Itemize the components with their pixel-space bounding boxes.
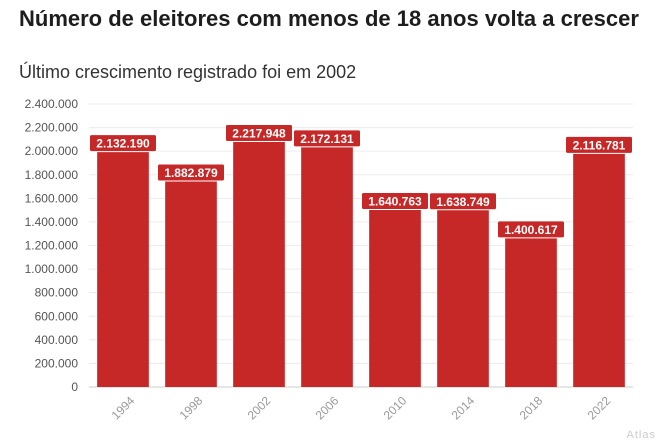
data-label: 2.132.190 [89,134,157,153]
y-tick-label: 200.000 [35,356,79,370]
data-label: 1.638.749 [429,192,497,211]
y-tick-label: 2.200.000 [25,121,79,135]
y-tick-label: 1.600.000 [25,191,79,205]
data-label-bg [157,163,225,182]
x-tick-label: 2018 [517,393,546,422]
data-label: 1.400.617 [497,220,565,239]
bar [233,125,285,387]
y-tick-label: 800.000 [35,286,79,300]
y-tick-label: 0 [71,380,78,394]
chart-subtitle: Último crescimento registrado foi em 200… [19,62,357,82]
data-label: 1.882.879 [157,163,225,182]
bar [369,193,421,387]
x-tick-label: 2014 [449,393,478,422]
data-label: 2.116.781 [565,135,633,154]
credit-text: Atlas [626,429,656,441]
data-label-text: 2.172.131 [300,132,354,146]
bar [437,193,489,387]
data-label-text: 1.640.763 [368,195,422,209]
y-tick-label: 600.000 [35,309,79,323]
y-tick-label: 1.200.000 [25,239,79,253]
bar [97,135,149,387]
data-label-text: 1.400.617 [504,223,558,237]
y-tick-label: 2.400.000 [25,97,79,111]
data-label-bg [89,134,157,153]
x-tick-label: 2010 [381,393,410,422]
y-tick-label: 1.800.000 [25,168,79,182]
data-label-bg [429,192,497,211]
data-label-text: 2.116.781 [573,138,626,152]
data-label: 1.640.763 [361,192,429,211]
x-tick-label: 2022 [585,393,614,422]
x-tick-label: 1994 [109,393,138,422]
x-tick-label: 2006 [313,393,342,422]
bar [573,137,625,387]
data-label-bg [225,123,293,142]
bar [301,130,353,387]
data-label-bg [293,129,361,148]
data-label-text: 2.132.190 [96,137,150,151]
y-tick-label: 1.000.000 [25,262,79,276]
x-tick-label: 2002 [245,393,274,422]
bar [165,164,217,387]
data-label-bg [565,135,633,154]
y-tick-label: 2.000.000 [25,144,79,158]
data-label-text: 2.217.948 [232,126,286,140]
data-label-text: 1.882.879 [164,166,218,180]
y-tick-label: 1.400.000 [25,215,79,229]
data-label-bg [497,220,565,239]
data-label: 2.217.948 [225,123,293,142]
x-axis: 1994 1998 2002 2006 2010 2014 2018 2022 [109,393,614,422]
data-labels: 2.132.190 1.882.879 2.217.948 2.172.131 1.64… [89,123,633,239]
y-tick-label: 400.000 [35,333,79,347]
data-label: 2.172.131 [293,129,361,148]
chart-title: Número de eleitores com menos de 18 anos… [19,6,639,31]
bars [97,125,625,387]
bar [505,221,557,387]
data-label-bg [361,192,429,211]
data-label-text: 1.638.749 [436,195,490,209]
x-tick-label: 1998 [177,393,206,422]
y-axis: 0 200.000 400.000 600.000 800.000 1.000.000 1.… [25,97,79,394]
